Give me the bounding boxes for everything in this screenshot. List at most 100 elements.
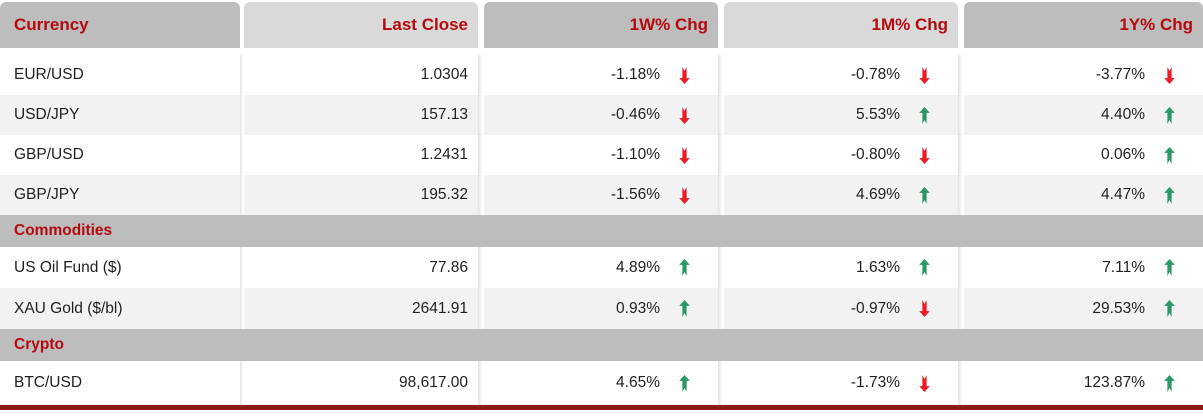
column-gap: [240, 95, 244, 135]
instrument-name: US Oil Fund ($): [0, 247, 240, 288]
trend-arrow-icon: [1145, 146, 1193, 164]
last-close-value: 157.13: [244, 95, 478, 135]
pct-change-value: -0.80%: [850, 146, 900, 163]
last-close-value: 1.2431: [244, 135, 478, 175]
trend-arrow-icon: [660, 374, 708, 392]
pct-change-value: 0.93%: [616, 299, 660, 317]
pct-change-value: -1.18%: [610, 66, 660, 83]
trend-arrow-icon: [1145, 374, 1193, 392]
column-gap: [240, 288, 244, 329]
column-gap: [718, 288, 724, 329]
trend-arrow-icon: [660, 300, 708, 317]
section-row-commodities: Commodities: [0, 215, 1203, 247]
column-header-last-close: Last Close: [244, 2, 478, 48]
section-label: Crypto: [14, 336, 64, 353]
column-gap: [958, 135, 964, 175]
column-gap: [718, 175, 724, 215]
trend-arrow-icon: [900, 300, 948, 317]
last-close-value: 98,617.00: [244, 361, 478, 405]
column-gap: [958, 2, 964, 48]
instrument-name: GBP/JPY: [0, 175, 240, 215]
trend-arrow-icon: [1145, 186, 1193, 204]
column-gap: [718, 95, 724, 135]
column-gap: [718, 55, 724, 95]
instrument-name: EUR/USD: [0, 55, 240, 95]
trend-arrow-icon: [660, 146, 708, 164]
column-gap: [958, 361, 964, 405]
column-gap: [478, 135, 484, 175]
pct-change-value: -0.46%: [610, 106, 660, 123]
trend-arrow-icon: [660, 66, 708, 84]
column-gap: [718, 135, 724, 175]
pct-change-value: 5.53%: [856, 106, 900, 123]
instrument-name: GBP/USD: [0, 135, 240, 175]
table-row: GBP/USD 1.2431 -1.10% -0.80% 0.06%: [0, 135, 1203, 175]
column-header-1w-chg: 1W% Chg: [484, 2, 718, 48]
trend-arrow-icon: [900, 106, 948, 124]
trend-arrow-icon: [1145, 259, 1193, 276]
last-close-value: 2641.91: [244, 288, 478, 329]
last-close-value: 1.0304: [244, 55, 478, 95]
pct-change-value: -3.77%: [1095, 66, 1145, 83]
header-spacer: [0, 48, 1203, 55]
pct-change-value: 4.65%: [616, 374, 660, 391]
pct-change-value: 29.53%: [1092, 299, 1145, 317]
column-gap: [478, 95, 484, 135]
pct-change-value: 4.40%: [1101, 106, 1145, 123]
column-gap: [478, 2, 484, 48]
last-close-value: 195.32: [244, 175, 478, 215]
trend-arrow-icon: [660, 259, 708, 276]
table-row: USD/JPY 157.13 -0.46% 5.53% 4.40%: [0, 95, 1203, 135]
pct-change-value: -0.97%: [850, 299, 900, 317]
table-row: EUR/USD 1.0304 -1.18% -0.78% -3.77%: [0, 55, 1203, 95]
pct-change-value: 4.69%: [856, 186, 900, 203]
instrument-name: USD/JPY: [0, 95, 240, 135]
trend-arrow-icon: [1145, 300, 1193, 317]
column-gap: [958, 288, 964, 329]
column-header-1y-chg: 1Y% Chg: [964, 2, 1203, 48]
column-gap: [478, 247, 484, 288]
trend-arrow-icon: [1145, 66, 1193, 84]
column-gap: [718, 247, 724, 288]
pct-change-value: 123.87%: [1083, 374, 1145, 391]
column-gap: [718, 2, 724, 48]
section-row-crypto: Crypto: [0, 329, 1203, 361]
column-gap: [958, 95, 964, 135]
pct-change-value: 4.89%: [616, 258, 660, 276]
instrument-name: BTC/USD: [0, 361, 240, 405]
trend-arrow-icon: [900, 259, 948, 276]
column-gap: [240, 175, 244, 215]
column-gap: [240, 135, 244, 175]
pct-change-value: 0.06%: [1101, 146, 1145, 163]
column-gap: [240, 361, 244, 405]
trend-arrow-icon: [660, 106, 708, 124]
column-gap: [240, 2, 244, 48]
column-gap: [240, 55, 244, 95]
header-row: Currency Last Close 1W% Chg 1M% Chg 1Y% …: [0, 2, 1203, 48]
column-header-1m-chg: 1M% Chg: [724, 2, 958, 48]
column-gap: [478, 361, 484, 405]
pct-change-value: -1.10%: [610, 146, 660, 163]
table-bottom-rule: [0, 405, 1203, 410]
last-close-value: 77.86: [244, 247, 478, 288]
pct-change-value: 1.63%: [856, 258, 900, 276]
trend-arrow-icon: [660, 186, 708, 204]
trend-arrow-icon: [900, 374, 948, 392]
pct-change-value: -1.73%: [850, 374, 900, 391]
instrument-name: XAU Gold ($/bl): [0, 288, 240, 329]
table-row: GBP/JPY 195.32 -1.56% 4.69% 4.47%: [0, 175, 1203, 215]
pct-change-value: 4.47%: [1101, 186, 1145, 203]
column-gap: [478, 175, 484, 215]
column-gap: [478, 288, 484, 329]
column-gap: [718, 361, 724, 405]
table-row: BTC/USD 98,617.00 4.65% -1.73% 123.87%: [0, 361, 1203, 405]
column-header-currency: Currency: [0, 2, 240, 48]
column-gap: [958, 175, 964, 215]
column-gap: [958, 247, 964, 288]
pct-change-value: -0.78%: [850, 66, 900, 83]
trend-arrow-icon: [900, 66, 948, 84]
pct-change-value: -1.56%: [610, 186, 660, 203]
column-gap: [240, 247, 244, 288]
pct-change-value: 7.11%: [1102, 258, 1145, 276]
